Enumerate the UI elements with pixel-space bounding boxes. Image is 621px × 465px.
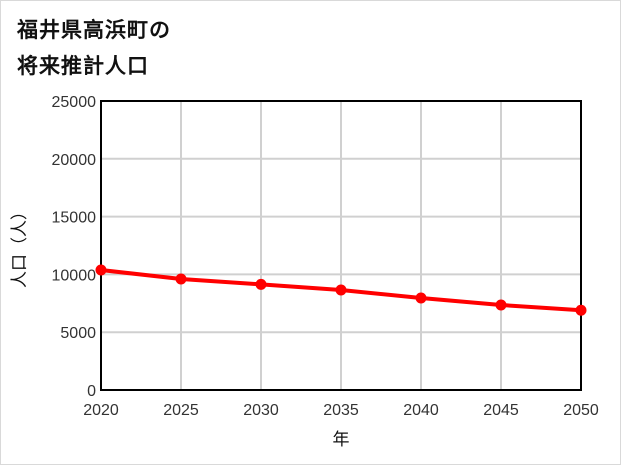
data-point-marker	[575, 304, 587, 316]
y-tick-label: 20000	[52, 152, 97, 169]
data-point-marker	[495, 299, 507, 311]
data-point-marker	[335, 284, 347, 296]
y-tick-label: 0	[87, 383, 96, 400]
x-tick-label: 2020	[83, 402, 119, 419]
y-tick-label: 10000	[52, 267, 97, 284]
y-tick-label: 5000	[60, 325, 96, 342]
x-tick-label: 2050	[563, 402, 599, 419]
y-tick-label: 15000	[52, 210, 97, 227]
x-axis-label: 年	[333, 430, 350, 450]
data-point-marker	[415, 292, 427, 304]
data-point-marker	[95, 264, 107, 276]
x-tick-label: 2030	[243, 402, 279, 419]
y-tick-label: 25000	[52, 94, 97, 111]
chart-title-line2: 将来推計人口	[17, 54, 149, 78]
x-tick-label: 2040	[403, 402, 439, 419]
y-axis-label: 人口（人）	[10, 203, 30, 288]
data-point-marker	[255, 278, 267, 290]
x-tick-label: 2025	[163, 402, 199, 419]
x-tick-label: 2045	[483, 402, 519, 419]
data-point-marker	[175, 273, 187, 285]
x-tick-label: 2035	[323, 402, 359, 419]
plot-area-border	[100, 100, 582, 391]
chart-title-line1: 福井県高浜町の	[17, 18, 171, 42]
